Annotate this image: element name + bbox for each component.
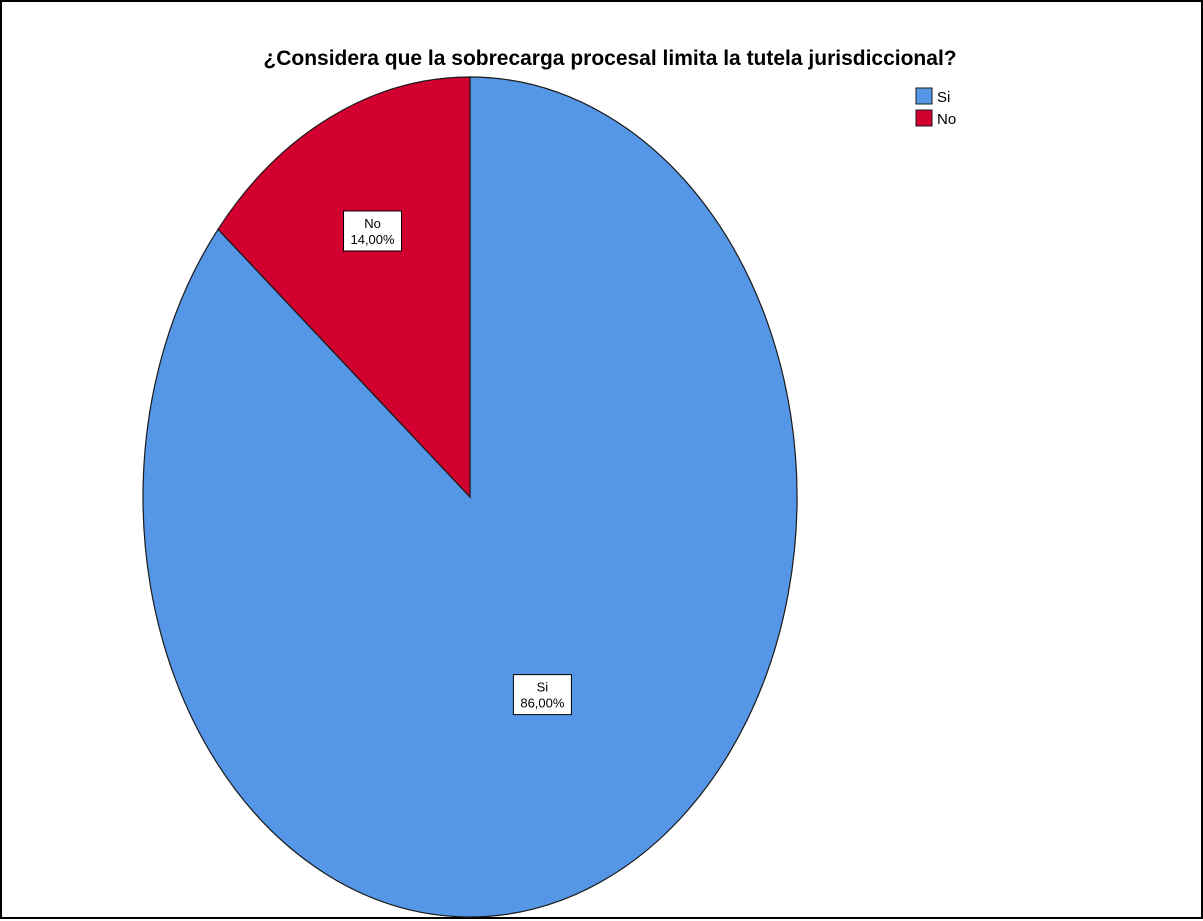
data-label-box xyxy=(343,210,403,252)
pie-slice-no xyxy=(217,76,471,499)
legend-label: No xyxy=(937,111,956,128)
legend: Si No xyxy=(915,87,956,128)
data-label-percent: 86,00% xyxy=(520,696,565,711)
legend-swatch xyxy=(915,87,933,105)
legend-label: Si xyxy=(937,89,950,106)
data-label-category: No xyxy=(364,216,381,231)
legend-item-no: No xyxy=(915,109,956,128)
data-label-box xyxy=(512,674,572,716)
legend-swatch xyxy=(915,109,933,127)
pie-slice-si xyxy=(142,76,798,918)
pie-slices xyxy=(142,76,798,918)
chart-title: ¿Considera que la sobrecarga procesal li… xyxy=(263,47,956,70)
data-label-percent: 14,00% xyxy=(350,232,395,247)
data-label-category: Si xyxy=(537,680,549,695)
legend-item-si: Si xyxy=(915,87,950,106)
